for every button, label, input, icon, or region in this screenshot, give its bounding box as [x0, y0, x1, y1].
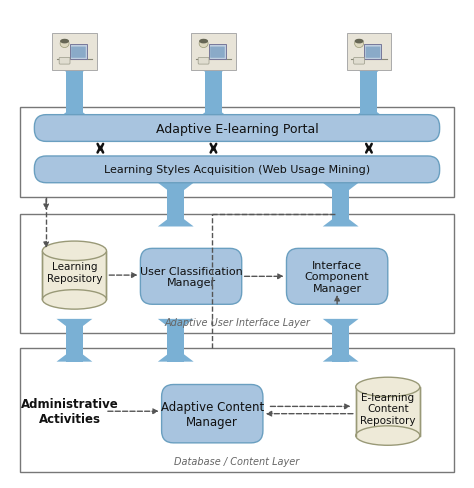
FancyBboxPatch shape [365, 45, 382, 60]
Bar [356, 387, 420, 436]
FancyBboxPatch shape [35, 157, 439, 183]
Polygon shape [205, 65, 222, 120]
FancyBboxPatch shape [71, 47, 86, 59]
Ellipse shape [42, 242, 107, 261]
Bar [20, 215, 454, 334]
FancyBboxPatch shape [286, 249, 388, 305]
Ellipse shape [199, 40, 208, 48]
Text: User Classification
Manager: User Classification Manager [140, 266, 242, 287]
FancyBboxPatch shape [346, 34, 392, 71]
Text: Learning
Repository: Learning Repository [46, 262, 102, 284]
FancyBboxPatch shape [52, 34, 97, 71]
Text: Adaptive User Interface Layer: Adaptive User Interface Layer [164, 318, 310, 327]
Polygon shape [351, 65, 387, 79]
Polygon shape [323, 319, 358, 333]
FancyBboxPatch shape [140, 249, 242, 305]
FancyBboxPatch shape [198, 58, 209, 65]
Text: Database / Content Layer: Database / Content Layer [174, 456, 300, 466]
Ellipse shape [355, 40, 364, 44]
Polygon shape [66, 65, 83, 120]
Polygon shape [351, 107, 387, 120]
Polygon shape [56, 65, 92, 79]
FancyBboxPatch shape [191, 34, 236, 71]
FancyBboxPatch shape [35, 116, 439, 142]
Polygon shape [158, 183, 194, 197]
Polygon shape [158, 213, 194, 227]
Ellipse shape [42, 290, 107, 309]
Text: Learning Styles Acquisition (Web Usage Mining): Learning Styles Acquisition (Web Usage M… [104, 165, 370, 175]
Ellipse shape [356, 426, 420, 446]
Ellipse shape [60, 40, 69, 48]
FancyBboxPatch shape [59, 58, 70, 65]
Polygon shape [196, 107, 231, 120]
Text: Adaptive E-learning Portal: Adaptive E-learning Portal [155, 122, 319, 135]
Polygon shape [56, 319, 92, 333]
Polygon shape [56, 107, 92, 120]
Text: Administrative
Activities: Administrative Activities [21, 397, 118, 426]
Bar [20, 348, 454, 472]
Polygon shape [323, 348, 358, 362]
Polygon shape [332, 183, 349, 227]
Ellipse shape [60, 40, 69, 44]
Polygon shape [167, 183, 184, 227]
Text: Adaptive Content
Manager: Adaptive Content Manager [161, 400, 264, 428]
Polygon shape [332, 319, 349, 362]
Polygon shape [323, 183, 358, 197]
Bar [20, 108, 454, 198]
Text: Interface
Component
Manager: Interface Component Manager [305, 260, 369, 293]
FancyBboxPatch shape [354, 58, 365, 65]
Polygon shape [360, 65, 377, 120]
FancyBboxPatch shape [209, 45, 226, 60]
Polygon shape [196, 65, 231, 79]
FancyBboxPatch shape [366, 47, 380, 59]
Ellipse shape [199, 40, 208, 44]
Text: E-learning
Content
Repository: E-learning Content Repository [360, 392, 416, 425]
FancyBboxPatch shape [210, 47, 225, 59]
Polygon shape [158, 319, 194, 333]
FancyBboxPatch shape [70, 45, 87, 60]
Polygon shape [167, 319, 184, 362]
FancyBboxPatch shape [162, 385, 263, 443]
Bar [42, 251, 107, 300]
Polygon shape [323, 213, 358, 227]
Polygon shape [66, 319, 83, 362]
Polygon shape [158, 348, 194, 362]
Ellipse shape [355, 40, 364, 48]
Polygon shape [56, 348, 92, 362]
Ellipse shape [356, 377, 420, 397]
